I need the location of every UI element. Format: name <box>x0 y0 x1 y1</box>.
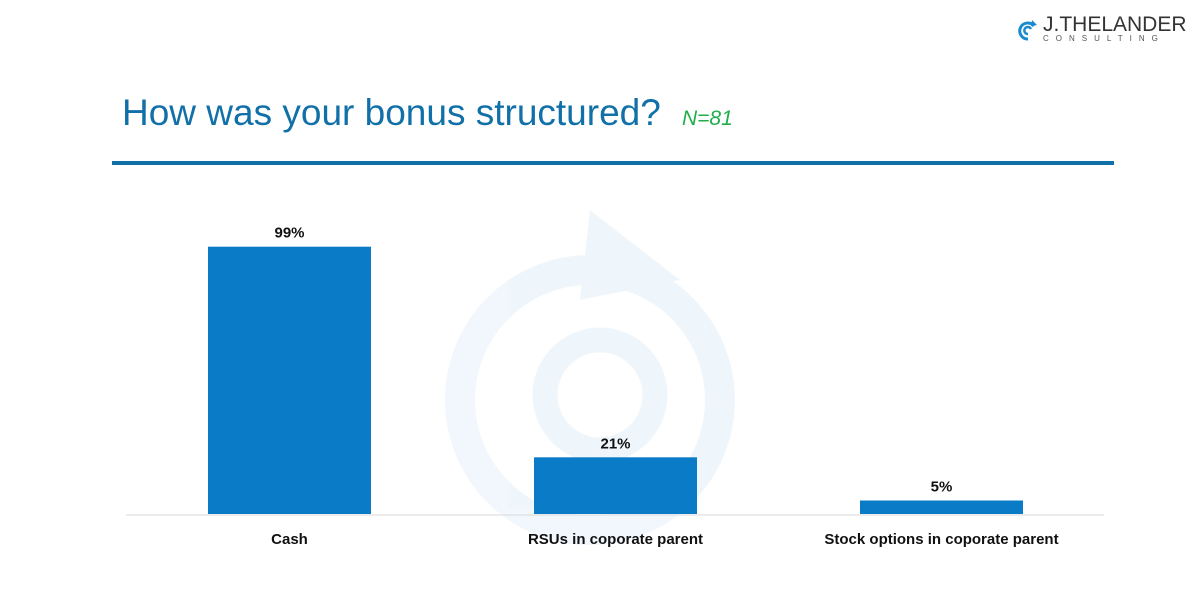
bar-1 <box>534 457 697 514</box>
bar-2 <box>860 500 1023 514</box>
spiral-logo-icon <box>1018 20 1037 41</box>
sample-size: N=81 <box>682 107 733 130</box>
company-logo: J.THELANDER CONSULTING <box>1016 13 1187 44</box>
data-label: 21% <box>600 435 630 452</box>
logo-name: J.THELANDER <box>1043 13 1187 36</box>
category-label: RSUs in coporate parent <box>528 531 703 548</box>
category-label: Stock options in coporate parent <box>824 531 1058 548</box>
data-label: 99% <box>274 225 304 242</box>
page-title: How was your bonus structured? <box>122 92 661 133</box>
title-divider <box>112 161 1114 165</box>
watermark-spiral <box>445 210 735 545</box>
bar-0 <box>208 246 371 514</box>
logo-subtitle: CONSULTING <box>1043 34 1165 43</box>
data-label: 5% <box>931 479 953 496</box>
category-label: Cash <box>271 531 308 548</box>
